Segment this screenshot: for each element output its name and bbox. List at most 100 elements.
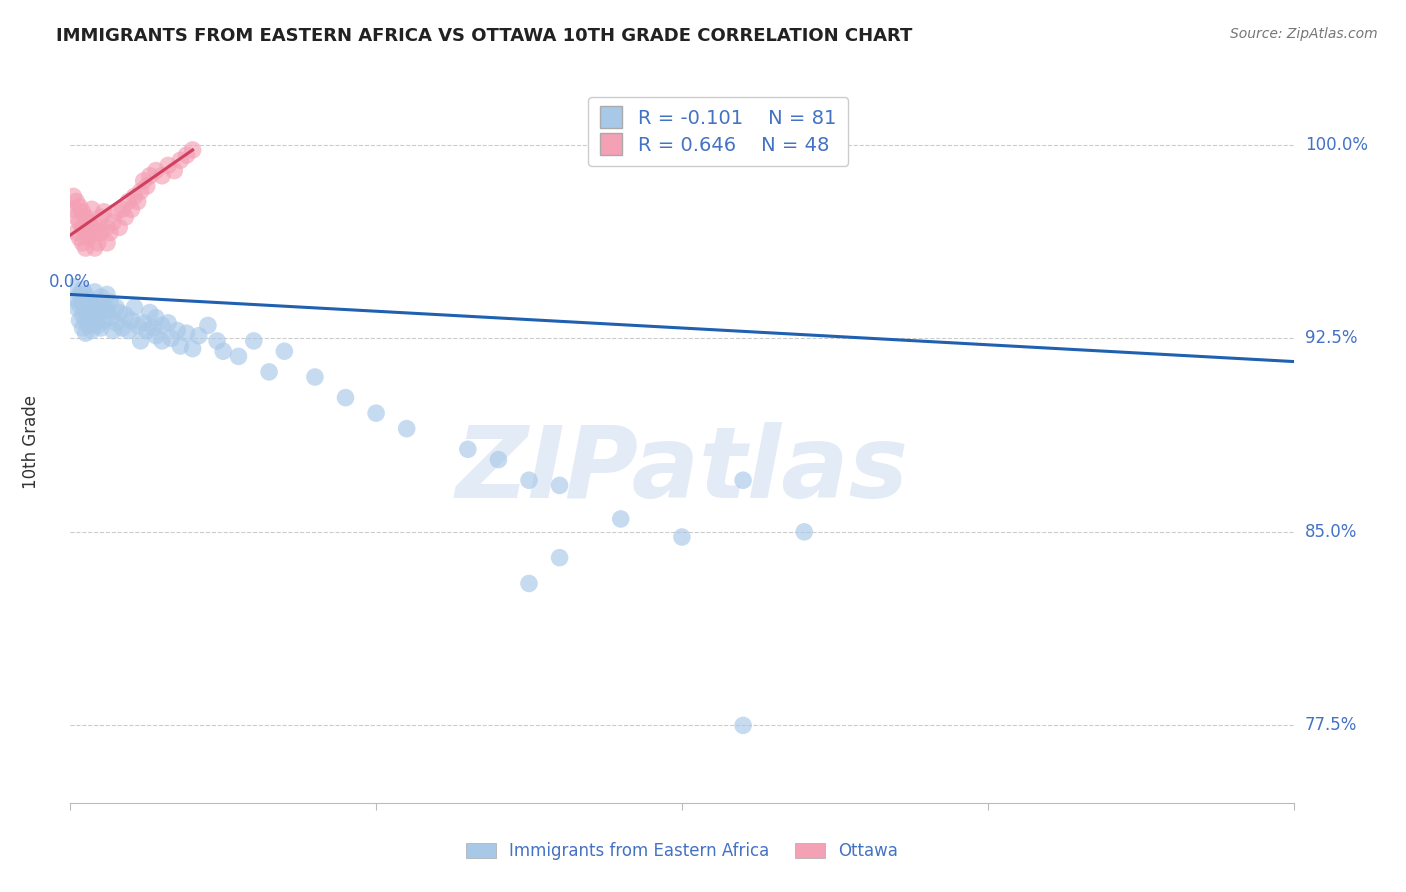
Point <box>98 310 121 325</box>
Point <box>90 305 112 319</box>
Point <box>83 301 105 315</box>
Point <box>129 184 152 198</box>
Point <box>93 313 115 327</box>
Point <box>72 220 94 235</box>
Point <box>160 331 183 345</box>
Point <box>101 215 124 229</box>
Point <box>87 220 110 235</box>
Point <box>105 316 128 330</box>
Point <box>77 293 100 307</box>
Point <box>77 318 100 333</box>
Point <box>150 318 173 333</box>
Point <box>65 301 87 315</box>
Point <box>176 148 198 162</box>
Point <box>228 350 250 364</box>
Point <box>69 287 91 301</box>
Text: Source: ZipAtlas.com: Source: ZipAtlas.com <box>1230 27 1378 41</box>
Point <box>90 290 112 304</box>
Point <box>98 226 121 240</box>
Point <box>65 226 87 240</box>
Point <box>366 406 388 420</box>
Point <box>93 298 115 312</box>
Point <box>65 293 87 307</box>
Point <box>80 310 103 325</box>
Point <box>65 210 87 224</box>
Point <box>132 174 155 188</box>
Point <box>169 153 191 168</box>
Point <box>671 530 693 544</box>
Point <box>197 318 219 333</box>
Point <box>212 344 235 359</box>
Point <box>96 235 118 250</box>
Point <box>304 370 326 384</box>
Point <box>96 302 118 317</box>
Point <box>127 194 149 209</box>
Point <box>117 324 139 338</box>
Point <box>166 324 188 338</box>
Point <box>69 313 91 327</box>
Point <box>176 326 198 340</box>
Point <box>87 318 110 333</box>
Point <box>69 298 91 312</box>
Point <box>72 282 94 296</box>
Point <box>114 210 136 224</box>
Point <box>87 235 110 250</box>
Point <box>157 316 180 330</box>
Point <box>733 473 755 487</box>
Point <box>488 452 510 467</box>
Point <box>62 279 84 293</box>
Point <box>273 344 295 359</box>
Point <box>80 202 103 217</box>
Point <box>145 310 167 325</box>
Point <box>129 334 152 348</box>
Point <box>105 301 128 315</box>
Point <box>793 524 815 539</box>
Point <box>72 235 94 250</box>
Point <box>548 550 571 565</box>
Point <box>257 365 280 379</box>
Text: IMMIGRANTS FROM EASTERN AFRICA VS OTTAWA 10TH GRADE CORRELATION CHART: IMMIGRANTS FROM EASTERN AFRICA VS OTTAWA… <box>56 27 912 45</box>
Point <box>163 163 186 178</box>
Point <box>69 230 91 244</box>
Point <box>83 285 105 299</box>
Point <box>75 210 97 224</box>
Point <box>733 718 755 732</box>
Point <box>111 202 134 217</box>
Point <box>139 305 162 319</box>
Point <box>83 226 105 240</box>
Point <box>111 321 134 335</box>
Point <box>72 295 94 310</box>
Legend: Immigrants from Eastern Africa, Ottawa: Immigrants from Eastern Africa, Ottawa <box>460 836 904 867</box>
Point <box>187 328 209 343</box>
Point <box>96 220 118 235</box>
Point <box>87 302 110 317</box>
Point <box>132 316 155 330</box>
Text: 100.0%: 100.0% <box>1305 136 1368 153</box>
Point <box>72 321 94 335</box>
Point <box>75 326 97 340</box>
Point <box>205 334 228 348</box>
Point <box>83 241 105 255</box>
Point <box>121 202 143 217</box>
Text: 77.5%: 77.5% <box>1305 716 1357 734</box>
Point <box>90 210 112 224</box>
Point <box>83 316 105 330</box>
Point <box>75 226 97 240</box>
Point <box>77 305 100 319</box>
Point <box>105 205 128 219</box>
Point <box>169 339 191 353</box>
Point <box>181 342 204 356</box>
Point <box>121 313 143 327</box>
Point <box>395 422 418 436</box>
Point <box>145 328 167 343</box>
Point <box>98 295 121 310</box>
Point <box>69 200 91 214</box>
Point <box>610 512 633 526</box>
Point <box>90 226 112 240</box>
Point <box>77 215 100 229</box>
Point <box>517 576 540 591</box>
Text: 92.5%: 92.5% <box>1305 329 1357 347</box>
Point <box>72 205 94 219</box>
Point <box>72 308 94 322</box>
Point <box>93 205 115 219</box>
